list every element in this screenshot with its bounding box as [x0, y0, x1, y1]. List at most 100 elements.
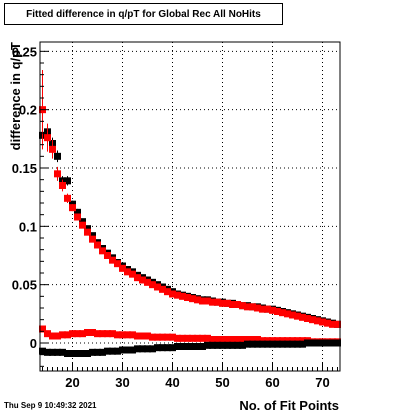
data-point — [49, 332, 56, 340]
data-point — [234, 301, 241, 308]
data-point — [159, 285, 166, 293]
data-point — [294, 312, 301, 320]
data-point — [59, 182, 66, 189]
data-point — [59, 331, 66, 339]
data-point — [144, 278, 151, 286]
data-point — [84, 329, 91, 336]
data-point — [109, 347, 116, 355]
data-point — [224, 341, 231, 349]
data-point — [289, 340, 296, 348]
x-tick-label: 50 — [215, 375, 229, 390]
data-point — [304, 315, 311, 322]
data-point — [44, 330, 51, 338]
data-point — [314, 339, 321, 347]
data-point — [54, 348, 61, 356]
data-point — [224, 299, 231, 307]
data-point — [144, 345, 151, 353]
data-point — [324, 339, 331, 347]
data-point — [209, 341, 216, 349]
data-point — [74, 350, 81, 357]
data-point — [174, 334, 181, 342]
data-point — [114, 347, 121, 355]
data-point — [174, 343, 181, 350]
data-point — [284, 340, 291, 348]
data-point — [179, 334, 186, 342]
data-point — [259, 305, 266, 313]
data-point — [319, 318, 326, 326]
data-point — [99, 348, 106, 356]
y-axis-title: difference in q/pT — [8, 42, 23, 150]
data-point — [64, 331, 71, 339]
data-point — [194, 296, 201, 304]
data-point — [64, 177, 71, 185]
axis-ticks — [40, 50, 338, 371]
data-point — [169, 344, 176, 352]
x-tick-label: 30 — [115, 375, 129, 390]
data-point — [79, 221, 86, 229]
data-point — [224, 336, 231, 343]
data-point — [234, 336, 241, 343]
data-point — [134, 345, 141, 353]
data-point — [184, 334, 191, 342]
data-point — [209, 336, 216, 343]
y-tick-label: 0.15 — [12, 161, 37, 176]
data-point — [169, 290, 176, 298]
data-point — [264, 340, 271, 348]
data-point — [279, 309, 286, 317]
data-point — [39, 325, 46, 333]
data-point — [124, 268, 131, 276]
chart-title: Fitted difference in q/pT for Global Rec… — [4, 3, 283, 25]
data-point — [54, 152, 61, 160]
data-point — [84, 228, 91, 236]
data-point — [234, 341, 241, 349]
data-point — [49, 145, 56, 153]
data-point — [74, 330, 81, 338]
data-point — [189, 295, 196, 303]
data-point — [299, 340, 306, 348]
data-point — [109, 256, 116, 264]
data-point — [274, 308, 281, 315]
data-point — [79, 330, 86, 338]
data-point — [209, 298, 216, 306]
data-point — [189, 343, 196, 350]
timestamp: Thu Sep 9 10:49:32 2021 — [4, 401, 97, 410]
data-point — [154, 283, 161, 291]
grid-lines — [40, 42, 340, 371]
data-point — [289, 311, 296, 319]
data-point — [149, 333, 156, 341]
data-point — [279, 340, 286, 348]
data-point — [64, 350, 71, 357]
data-point — [179, 343, 186, 350]
data-point — [114, 331, 121, 339]
series-3 — [39, 339, 341, 357]
data-point — [164, 288, 171, 296]
data-point — [149, 281, 156, 289]
data-point — [294, 340, 301, 348]
data-point — [314, 317, 321, 325]
data-markers — [39, 70, 341, 357]
data-point — [44, 348, 51, 356]
data-point — [59, 348, 66, 356]
data-point — [104, 347, 111, 355]
y-tick-label: 0.05 — [12, 278, 37, 293]
data-point — [154, 333, 161, 341]
data-point — [269, 340, 276, 348]
plot-frame — [39, 41, 341, 372]
data-point — [164, 344, 171, 352]
data-point — [74, 208, 81, 216]
data-point — [254, 336, 261, 343]
data-point — [239, 341, 246, 349]
data-point — [89, 348, 96, 356]
data-point — [259, 340, 266, 348]
data-point — [174, 291, 181, 299]
data-point — [239, 336, 246, 343]
data-point — [134, 332, 141, 340]
data-point — [139, 276, 146, 284]
data-point — [254, 340, 261, 348]
data-point — [139, 332, 146, 340]
x-tick-label: 70 — [315, 375, 329, 390]
data-point — [214, 336, 221, 343]
data-point — [229, 336, 236, 343]
data-point — [164, 333, 171, 341]
data-point — [204, 297, 211, 305]
